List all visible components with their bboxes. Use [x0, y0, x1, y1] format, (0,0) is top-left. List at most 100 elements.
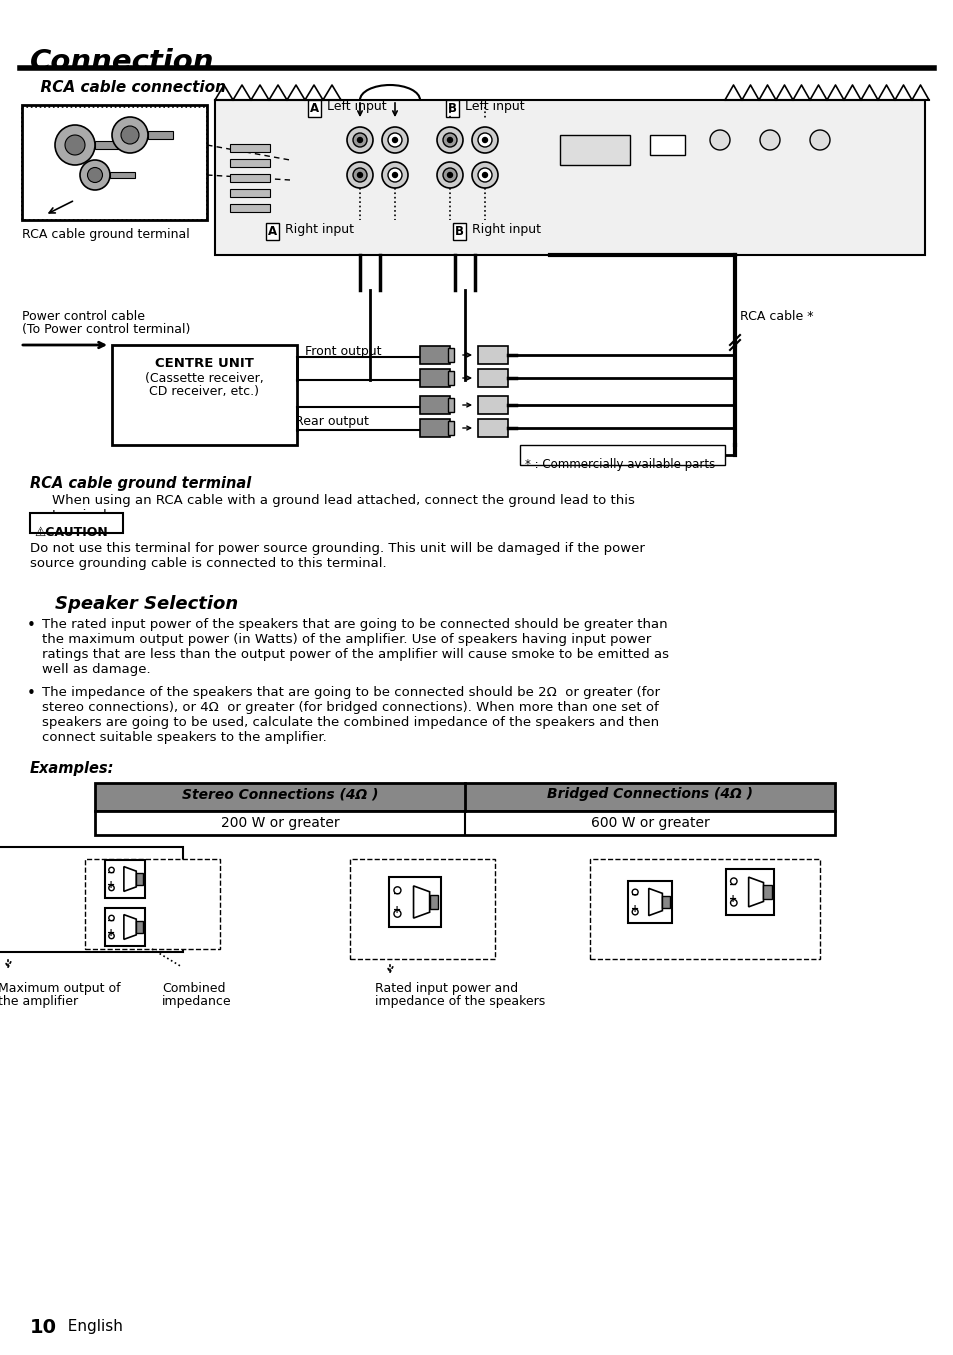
Bar: [95, 783, 834, 812]
Text: −: −: [728, 879, 737, 890]
Circle shape: [472, 127, 497, 153]
Text: stereo connections), or 4Ω  or greater (for bridged connections). When more than: stereo connections), or 4Ω or greater (f…: [42, 701, 659, 714]
Bar: [105, 908, 145, 946]
Text: impedance: impedance: [162, 995, 232, 1008]
Text: Connection: Connection: [30, 47, 214, 76]
Text: A: A: [310, 102, 319, 115]
Bar: [649, 136, 684, 154]
Circle shape: [353, 133, 367, 146]
Text: CD receiver, etc.): CD receiver, etc.): [149, 385, 258, 398]
Bar: [448, 398, 454, 412]
Text: * : Commercially available parts: * : Commercially available parts: [524, 458, 715, 472]
Circle shape: [392, 172, 397, 178]
Bar: [477, 419, 507, 438]
Circle shape: [447, 137, 452, 142]
Text: Combined: Combined: [162, 982, 225, 995]
Text: source grounding cable is connected to this terminal.: source grounding cable is connected to t…: [30, 557, 386, 570]
Circle shape: [80, 160, 110, 190]
Circle shape: [65, 136, 85, 154]
Text: speakers are going to be used, calculate the combined impedance of the speakers : speakers are going to be used, calculate…: [42, 715, 659, 729]
Circle shape: [121, 126, 139, 144]
Circle shape: [109, 885, 114, 890]
Bar: [429, 894, 438, 909]
Text: 10: 10: [30, 1318, 57, 1337]
Polygon shape: [748, 877, 762, 906]
Circle shape: [88, 168, 102, 183]
Bar: [519, 444, 724, 465]
Circle shape: [388, 133, 401, 146]
Text: A: A: [268, 225, 276, 238]
Text: The rated input power of the speakers that are going to be connected should be g: The rated input power of the speakers th…: [42, 618, 667, 631]
Bar: [419, 396, 450, 415]
Text: •: •: [27, 618, 36, 633]
Circle shape: [709, 130, 729, 150]
Text: (Cassette receiver,: (Cassette receiver,: [145, 373, 263, 385]
Bar: [22, 104, 207, 220]
Bar: [477, 369, 507, 388]
Circle shape: [482, 137, 487, 142]
Text: Maximum output of: Maximum output of: [0, 982, 120, 995]
Polygon shape: [413, 886, 429, 919]
Text: Rear output: Rear output: [294, 415, 369, 428]
Circle shape: [442, 168, 456, 182]
Circle shape: [353, 168, 367, 182]
Text: Bridged Connections (4Ω ): Bridged Connections (4Ω ): [546, 787, 752, 801]
Circle shape: [394, 886, 400, 894]
Bar: [419, 369, 450, 388]
Bar: [559, 136, 629, 165]
Bar: [105, 860, 145, 898]
Text: CENTRE UNIT: CENTRE UNIT: [154, 356, 253, 370]
Text: well as damage.: well as damage.: [42, 663, 151, 676]
Circle shape: [347, 163, 373, 188]
Circle shape: [55, 125, 95, 165]
Bar: [448, 348, 454, 362]
Bar: [419, 419, 450, 438]
Text: RCA cable *: RCA cable *: [740, 310, 813, 322]
Circle shape: [477, 133, 492, 146]
Circle shape: [482, 172, 487, 178]
Text: The impedance of the speakers that are going to be connected should be 2Ω  or gr: The impedance of the speakers that are g…: [42, 686, 659, 699]
Text: ratings that are less than the output power of the amplifier will cause smoke to: ratings that are less than the output po…: [42, 648, 668, 661]
Circle shape: [436, 163, 462, 188]
Circle shape: [388, 168, 401, 182]
Circle shape: [357, 172, 362, 178]
Bar: [448, 371, 454, 385]
Bar: [419, 346, 450, 364]
Text: Right input: Right input: [281, 224, 354, 236]
Bar: [110, 172, 135, 178]
Circle shape: [436, 127, 462, 153]
Text: the amplifier: the amplifier: [0, 995, 78, 1008]
Text: Rated input power and: Rated input power and: [375, 982, 517, 995]
Bar: [230, 144, 270, 152]
Circle shape: [381, 127, 408, 153]
Bar: [95, 141, 120, 149]
Circle shape: [730, 900, 737, 906]
Polygon shape: [124, 867, 136, 892]
Circle shape: [447, 172, 452, 178]
Text: Power control cable: Power control cable: [22, 310, 145, 322]
Text: 600 W or greater: 600 W or greater: [590, 816, 709, 831]
Bar: [661, 896, 669, 908]
Bar: [136, 921, 143, 932]
Bar: [214, 100, 924, 255]
Circle shape: [109, 915, 114, 920]
Text: −: −: [107, 916, 115, 925]
Bar: [448, 421, 454, 435]
Text: terminal.: terminal.: [52, 509, 112, 522]
Bar: [350, 859, 495, 959]
Polygon shape: [648, 889, 661, 916]
Text: Left input: Left input: [460, 100, 524, 112]
Text: B: B: [455, 225, 463, 238]
Circle shape: [109, 934, 114, 939]
Text: Do not use this terminal for power source grounding. This unit will be damaged i: Do not use this terminal for power sourc…: [30, 542, 644, 556]
Text: −: −: [630, 890, 639, 900]
Text: Stereo Connections (4Ω ): Stereo Connections (4Ω ): [182, 787, 377, 801]
Text: +: +: [107, 881, 115, 890]
Text: 200 W or greater: 200 W or greater: [220, 816, 339, 831]
Bar: [95, 812, 834, 835]
Bar: [477, 346, 507, 364]
Circle shape: [392, 137, 397, 142]
Bar: [230, 173, 270, 182]
Text: English: English: [58, 1318, 123, 1335]
Text: •: •: [27, 686, 36, 701]
